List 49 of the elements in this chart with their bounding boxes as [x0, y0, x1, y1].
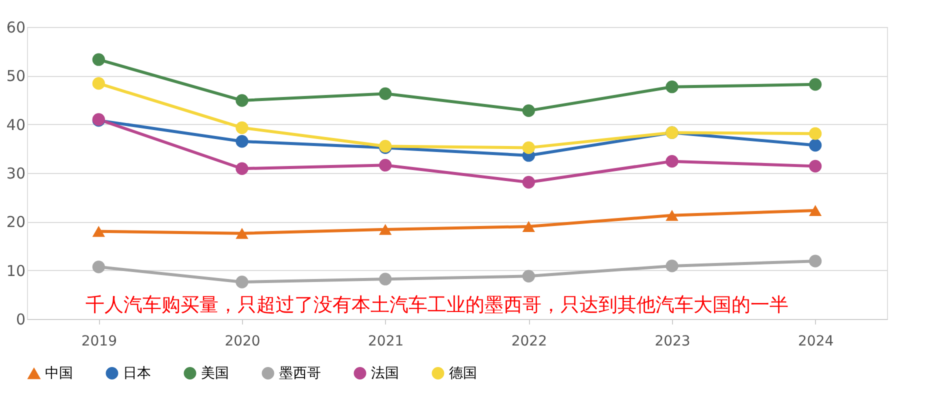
- point: [522, 176, 535, 189]
- point: [92, 260, 105, 274]
- point: [666, 210, 678, 221]
- y-tick-label: 40: [6, 116, 26, 134]
- point: [236, 94, 248, 107]
- point: [809, 78, 822, 91]
- legend-label: 法国: [371, 365, 399, 382]
- point: [809, 127, 822, 140]
- point: [236, 276, 248, 288]
- point: [666, 80, 678, 94]
- legend-label: 中国: [45, 366, 73, 382]
- y-tick-label: 0: [16, 310, 26, 328]
- y-tick-label: 20: [6, 213, 26, 232]
- x-tick-label: 2024: [798, 334, 834, 350]
- legend-label: 日本: [123, 365, 151, 382]
- point: [522, 221, 535, 232]
- y-tick-label: 50: [6, 67, 26, 86]
- x-tick-label: 2020: [224, 334, 260, 350]
- legend-label: 美国: [201, 365, 229, 382]
- point: [522, 270, 535, 282]
- point: [522, 141, 535, 154]
- point: [236, 162, 248, 175]
- legend-label: 墨西哥: [279, 365, 321, 382]
- y-tick-label: 60: [6, 18, 26, 36]
- point: [236, 135, 248, 148]
- y-tick-label: 10: [6, 262, 26, 280]
- point: [92, 77, 105, 90]
- point: [379, 87, 392, 100]
- point: [379, 158, 392, 172]
- x-tick-label: 2019: [81, 334, 117, 350]
- x-tick-label: 2022: [511, 334, 547, 350]
- x-tick-label: 2021: [368, 334, 404, 350]
- point: [522, 104, 535, 118]
- point: [379, 224, 392, 235]
- point: [236, 121, 248, 134]
- point: [666, 155, 678, 168]
- point: [809, 254, 822, 268]
- legend-label: 德国: [449, 365, 477, 382]
- point: [809, 160, 822, 172]
- point: [666, 260, 678, 272]
- point: [236, 228, 248, 239]
- point: [379, 272, 392, 286]
- point: [809, 204, 822, 216]
- point: [92, 226, 105, 237]
- point: [809, 138, 822, 152]
- annotation: 千人汽车购买量，只超过了没有本土汽车工业的墨西哥，只达到其他汽车大国的一半: [86, 294, 788, 316]
- point: [92, 53, 105, 66]
- y-tick-label: 30: [6, 164, 26, 182]
- x-tick-label: 2023: [654, 334, 690, 350]
